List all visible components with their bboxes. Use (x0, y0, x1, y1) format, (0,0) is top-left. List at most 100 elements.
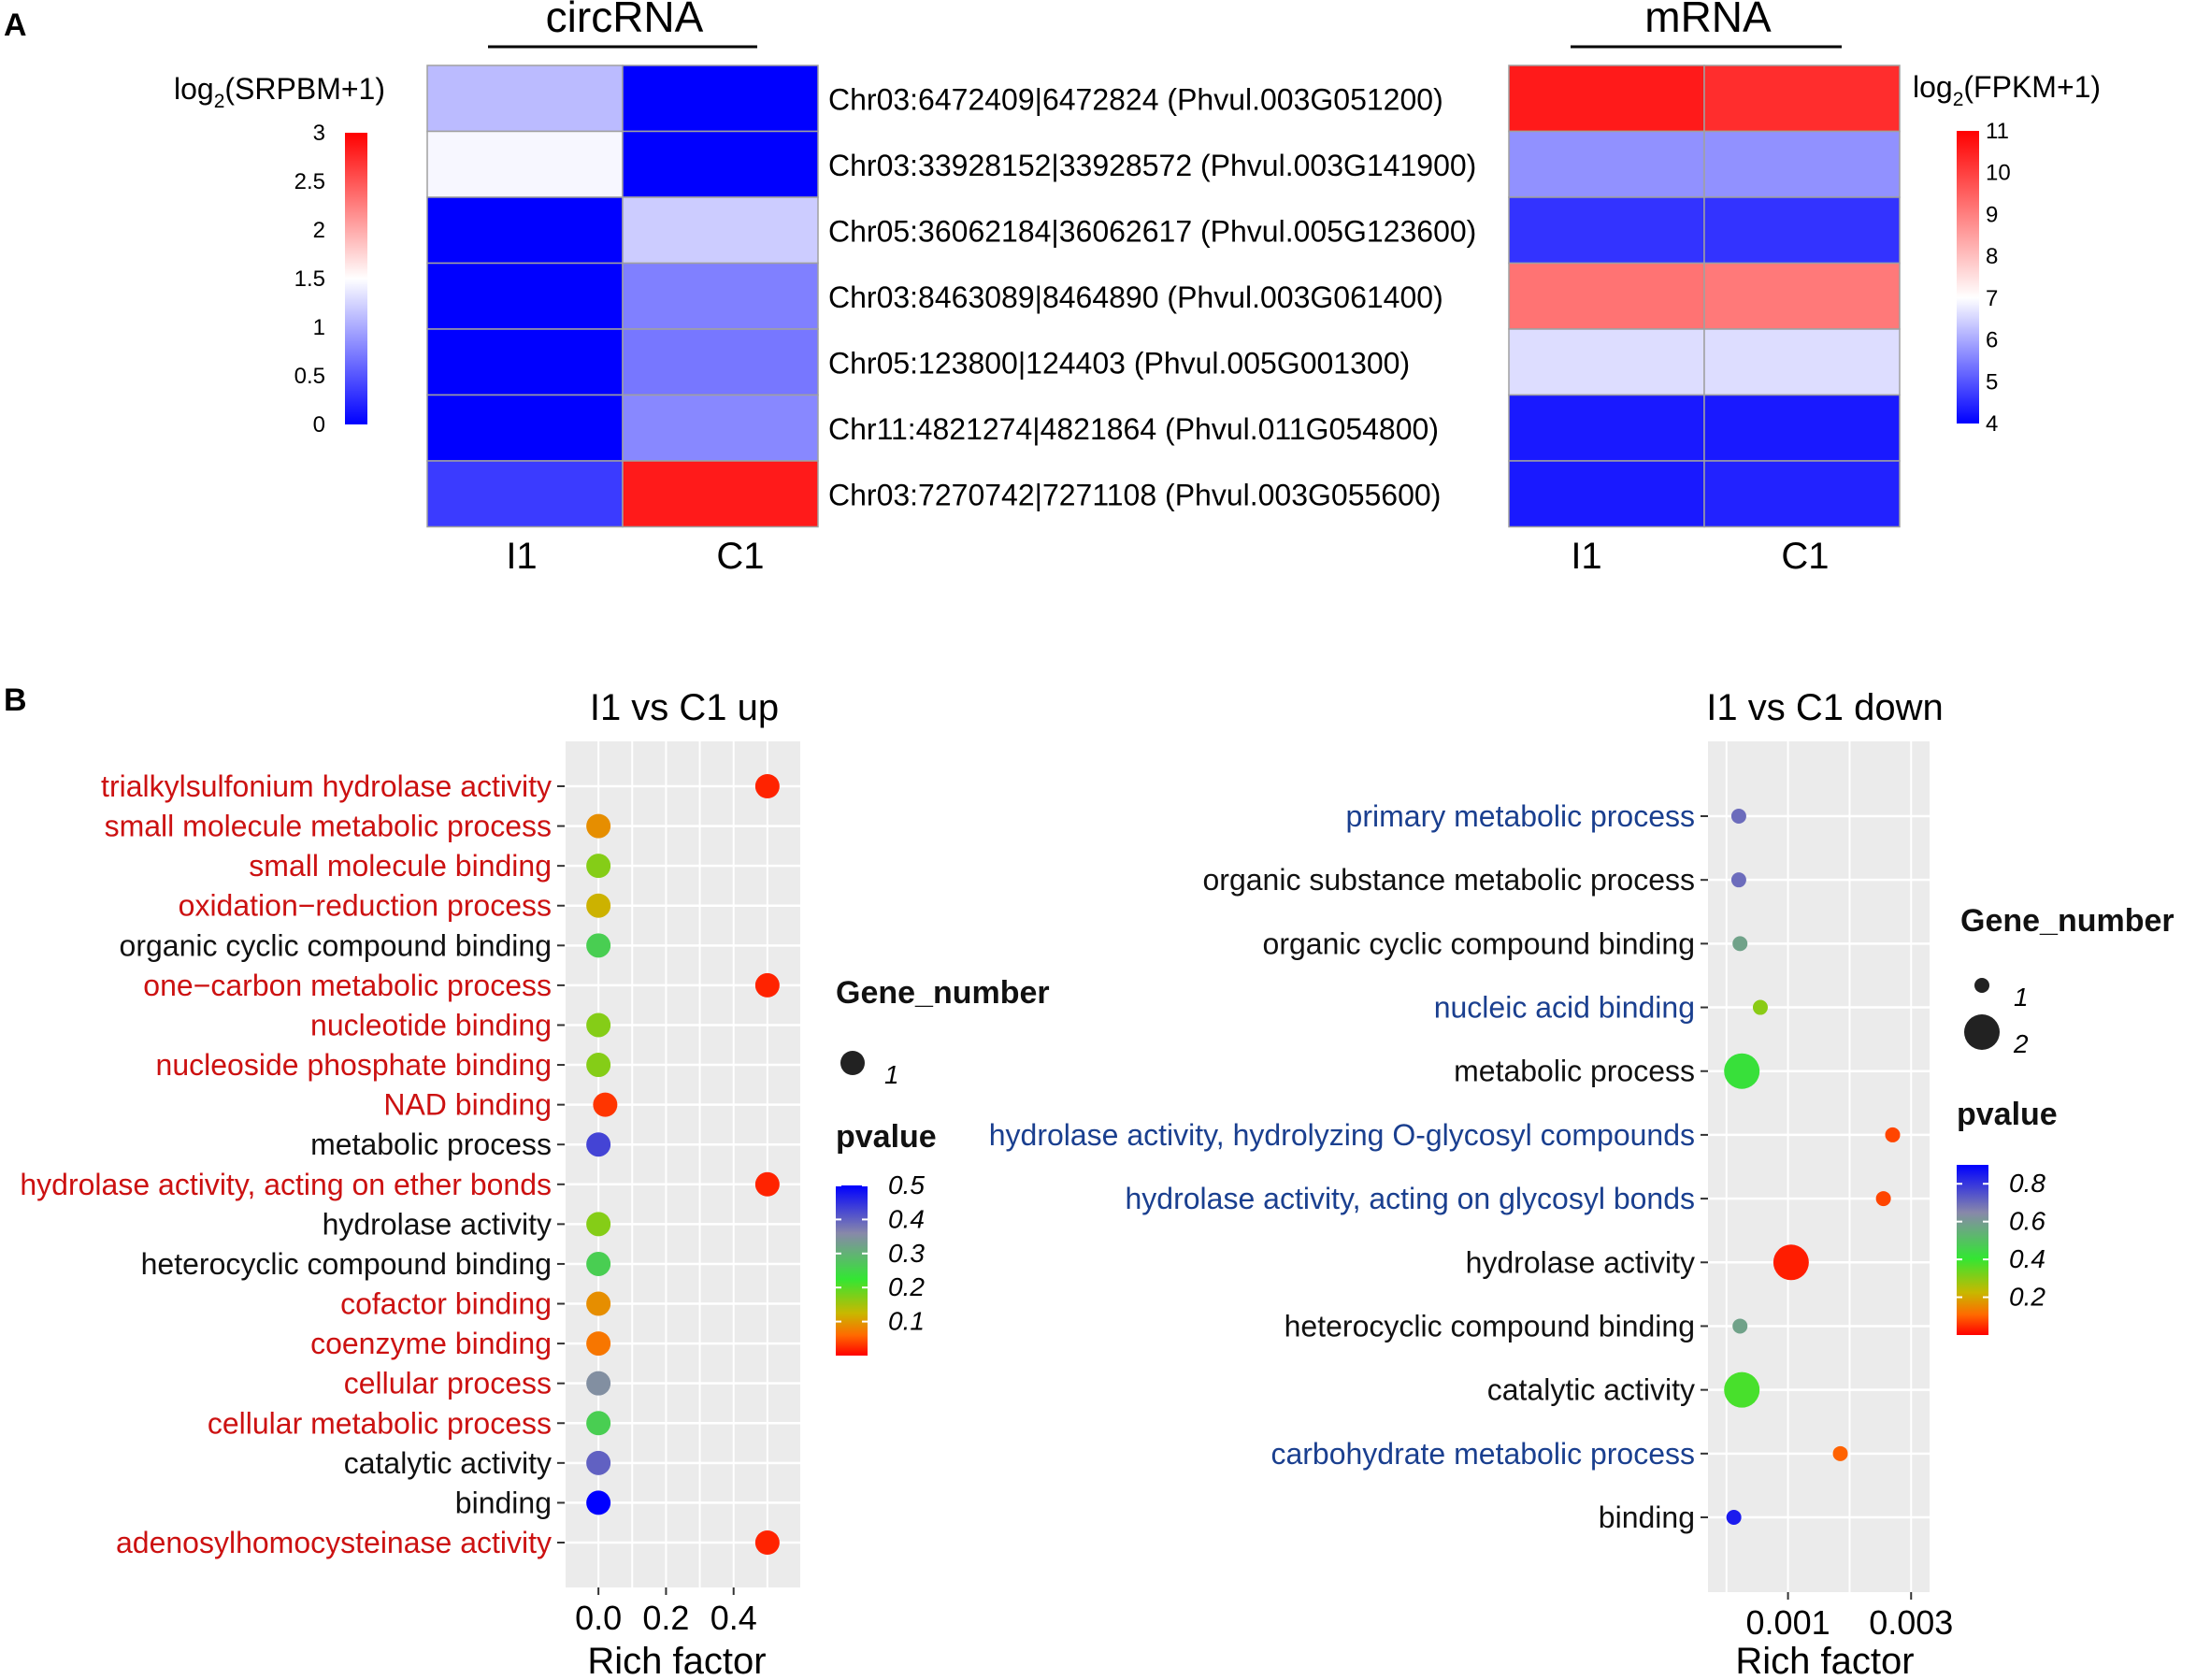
up-category-label: adenosylhomocysteinase activity (116, 1526, 552, 1559)
circrna-column-label: C1 (716, 536, 764, 577)
down-size-legend-label: 1 (2014, 983, 2029, 1012)
circrna-colorbar (345, 133, 367, 424)
circrna-heatmap-cell (622, 65, 819, 133)
heatmap-row-label: Chr03:6472409|6472824 (Phvul.003G051200) (828, 82, 1443, 116)
mrna-legend-tick-label: 10 (1986, 161, 2011, 186)
circrna-heatmap-cell (426, 460, 624, 528)
circrna-heatmap-cell (622, 196, 819, 265)
up-size-legend-label: 1 (884, 1060, 899, 1089)
legend-title-unit: (FPKM+1) (1963, 70, 2101, 104)
up-bubble (586, 1371, 611, 1396)
down-colorbar-tick-label: 0.2 (2009, 1283, 2045, 1312)
up-x-tick-label: 0.0 (575, 1599, 622, 1637)
down-category-label: binding (1599, 1501, 1695, 1534)
heatmap-row-labels: Chr03:6472409|6472824 (Phvul.003G051200)… (828, 82, 1476, 511)
up-bubble (586, 1490, 611, 1515)
circrna-cells (426, 65, 819, 528)
up-colorbar-tick-label: 0.3 (888, 1239, 925, 1268)
down-title: I1 vs C1 down (1706, 687, 1943, 728)
down-plot-layer: primary metabolic process organic substan… (989, 741, 1953, 1642)
down-bubble (1875, 1191, 1891, 1207)
up-category-label: cofactor binding (340, 1287, 552, 1321)
circrna-heatmap-cell (426, 130, 624, 198)
up-bubble (586, 1331, 611, 1357)
up-bubble (754, 972, 780, 998)
circrna-heatmap-cell (622, 460, 819, 528)
mrna-legend-title: log2(FPKM+1) (1913, 70, 2101, 110)
circrna-legend-tick-label: 1 (313, 315, 325, 340)
circrna-heatmap-cell (622, 130, 819, 198)
down-size-legend-label: 2 (2013, 1029, 2029, 1058)
up-bubble (754, 1530, 780, 1555)
heatmap-row-label: Chr11:4821274|4821864 (Phvul.011G054800) (828, 412, 1439, 446)
down-category-label: hydrolase activity, acting on glycosyl b… (1126, 1182, 1696, 1215)
up-bubble (586, 1251, 611, 1276)
circrna-heatmap-cell (426, 196, 624, 265)
down-bubble (1885, 1127, 1901, 1142)
up-bubble (586, 893, 611, 918)
mrna-colorbar (1957, 131, 1979, 424)
mrna-column-label: I1 (1571, 536, 1601, 577)
up-bubble (586, 1291, 611, 1316)
down-size-legend-dot (1974, 978, 1989, 993)
down-bubble (1832, 1445, 1848, 1461)
mrna-heatmap-cell (1703, 196, 1901, 265)
down-size-legend: 12 (1964, 978, 2029, 1058)
down-category-label: organic substance metabolic process (1203, 863, 1696, 897)
up-category-label: cellular process (344, 1367, 552, 1400)
mrna-heatmap-cell (1703, 460, 1901, 528)
up-category-label: coenzyme binding (310, 1327, 552, 1360)
down-bubble (1732, 936, 1748, 952)
mrna-heatmap-cell (1508, 262, 1705, 330)
heatmap-row-label: Chr05:123800|124403 (Phvul.005G001300) (828, 346, 1410, 380)
mrna-heatmap-cell (1508, 196, 1705, 265)
down-size-legend-dot (1964, 1014, 2000, 1050)
circrna-legend-ticks: 3 2.5 2 1.5 1 0.5 0 (294, 121, 325, 438)
circrna-title: circRNA (546, 0, 704, 41)
up-category-label: small molecule binding (249, 849, 552, 883)
up-category-label: metabolic process (310, 1127, 552, 1161)
down-bubble (1730, 809, 1746, 824)
circrna-legend-tick-label: 2.5 (294, 169, 325, 194)
down-category-label: organic cyclic compound binding (1263, 926, 1695, 960)
legend-title-log: log (174, 72, 214, 106)
circrna-heatmap-cell (622, 262, 819, 330)
legend-title-sub: 2 (214, 91, 225, 112)
panel-label-b: B (4, 682, 27, 718)
mrna-legend-tick-label: 6 (1986, 328, 1998, 353)
up-bubble (586, 1132, 611, 1157)
mrna-legend-tick-label: 11 (1986, 119, 2009, 144)
legend-title-log: log (1913, 70, 1953, 104)
up-category-label: one−carbon metabolic process (143, 969, 552, 1002)
mrna-cells (1508, 65, 1901, 528)
down-plot-panel (1708, 741, 1930, 1592)
down-category-label: primary metabolic process (1346, 799, 1695, 833)
circrna-legend-title: log2(SRPBM+1) (174, 72, 385, 112)
up-bubble (586, 813, 611, 839)
heatmap-row-label: Chr03:8463089|8464890 (Phvul.003G061400) (828, 280, 1443, 314)
mrna-legend-ticks: 11 10 9 8 7 6 5 4 (1986, 119, 2011, 437)
up-bubble (586, 1053, 611, 1078)
down-colorbar-tick-label: 0.8 (2009, 1169, 2045, 1198)
mrna-legend-tick-label: 5 (1986, 369, 1998, 395)
circrna-heatmap-cell (426, 65, 624, 133)
circrna-heatmap-cell (426, 262, 624, 330)
mrna-heatmap-cell (1703, 394, 1901, 462)
up-x-axis-label: Rich factor (587, 1641, 766, 1680)
mrna-heatmap-cell (1703, 328, 1901, 396)
down-x-tick-label: 0.003 (1869, 1603, 1953, 1642)
down-color-legend-title: pvalue (1957, 1097, 2058, 1132)
down-bubble (1724, 1371, 1760, 1408)
up-category-label: hydrolase activity (323, 1207, 552, 1241)
circrna-legend-tick-label: 3 (313, 121, 325, 146)
down-color-legend-ticks: 0.8 0.6 0.4 0.2 (1957, 1169, 2045, 1312)
up-category-label: organic cyclic compound binding (120, 928, 552, 962)
down-category-label: metabolic process (1454, 1055, 1695, 1088)
down-bubble (1752, 999, 1768, 1015)
up-category-label: catalytic activity (344, 1446, 552, 1480)
up-colorbar-tick-label: 0.5 (888, 1170, 925, 1199)
heatmap-row-label: Chr03:7270742|7271108 (Phvul.003G055600) (828, 478, 1441, 511)
down-category-label: heterocyclic compound binding (1285, 1309, 1695, 1343)
circrna-heatmap-cell (426, 394, 624, 462)
